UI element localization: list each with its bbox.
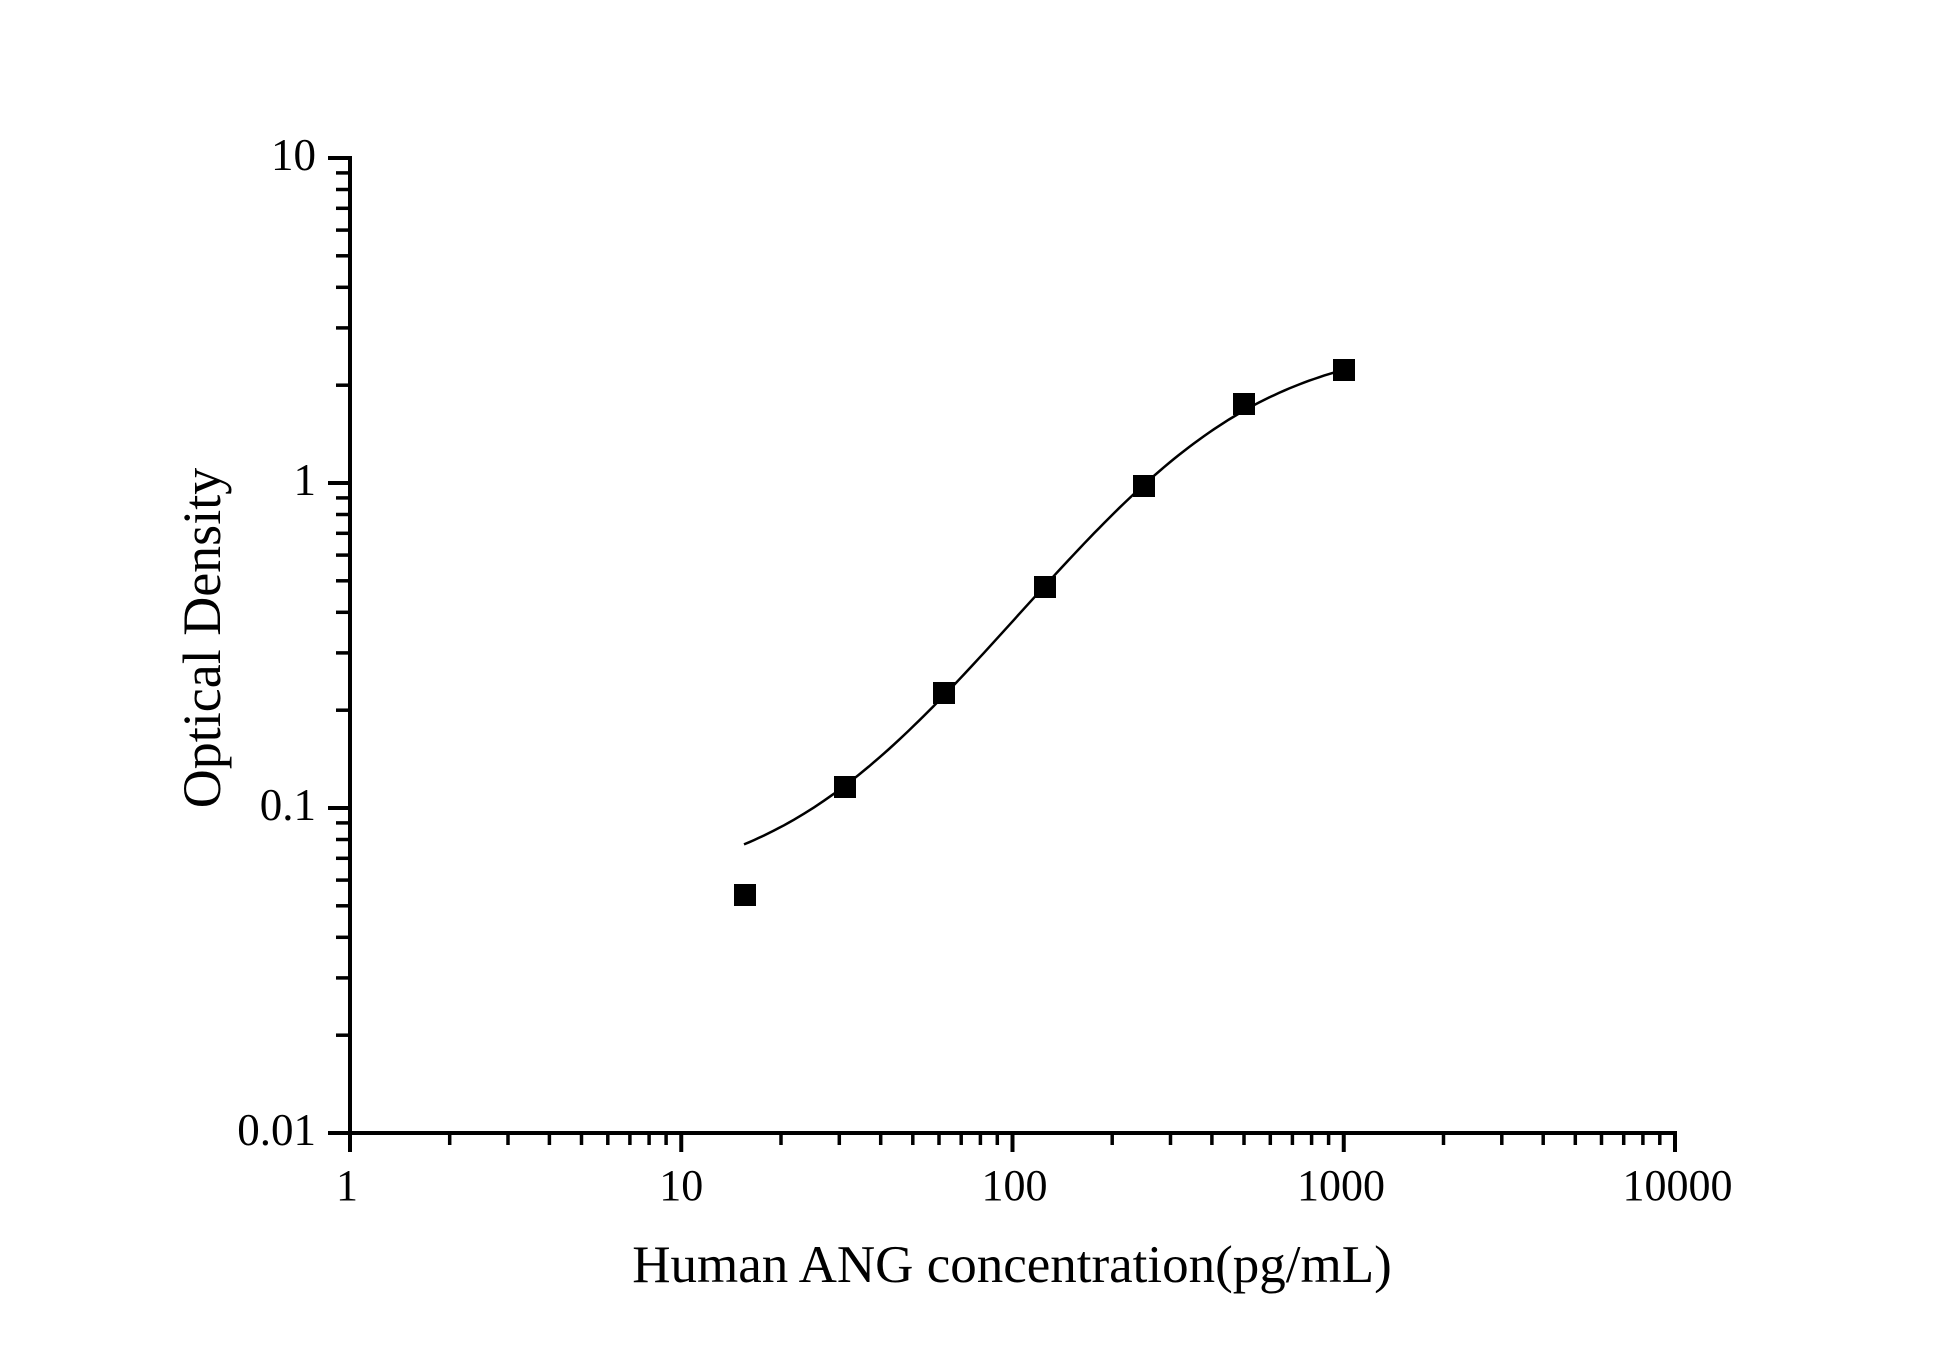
svg-text:0.01: 0.01 <box>237 1105 316 1155</box>
svg-text:Optical Density: Optical Density <box>172 468 232 808</box>
svg-text:10000: 10000 <box>1623 1161 1733 1210</box>
svg-text:10: 10 <box>659 1161 703 1210</box>
svg-text:Human ANG concentration(pg/mL): Human ANG concentration(pg/mL) <box>632 1236 1391 1294</box>
svg-text:100: 100 <box>982 1161 1048 1210</box>
svg-text:1: 1 <box>294 455 317 505</box>
svg-text:0.1: 0.1 <box>260 780 316 830</box>
svg-text:1: 1 <box>336 1161 358 1210</box>
svg-text:10: 10 <box>271 130 316 180</box>
svg-text:1000: 1000 <box>1297 1161 1385 1210</box>
